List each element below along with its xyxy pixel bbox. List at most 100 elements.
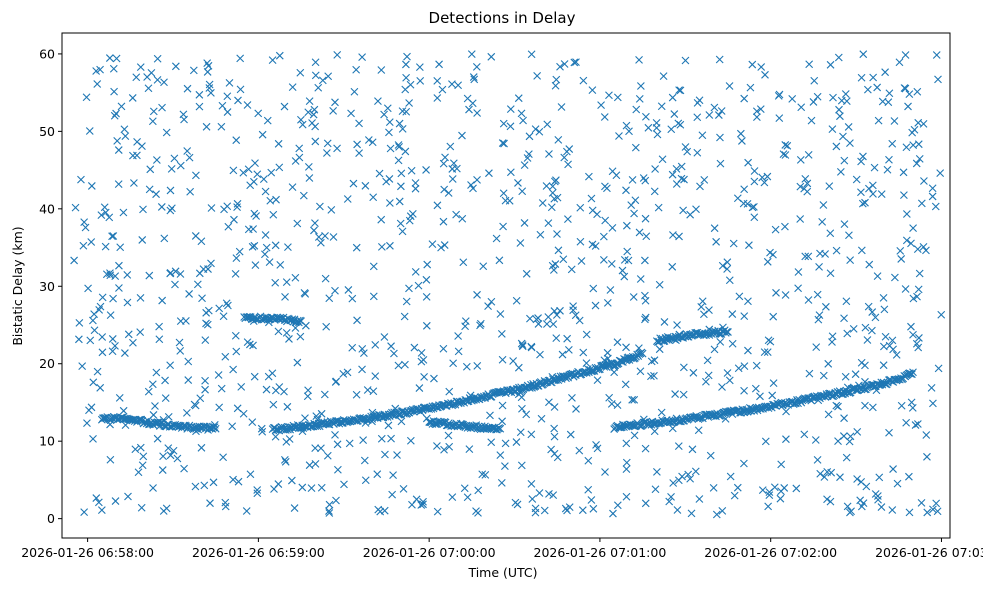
detection-point <box>137 503 146 512</box>
detection-point <box>582 330 591 339</box>
detection-point <box>846 256 855 264</box>
detection-point <box>395 142 403 151</box>
detection-point <box>914 118 923 127</box>
detection-point <box>245 340 254 349</box>
detection-point <box>128 94 137 102</box>
detection-point <box>85 127 94 135</box>
detection-point <box>196 394 205 403</box>
detection-point <box>467 50 476 59</box>
detection-point <box>870 163 879 172</box>
detection-point <box>815 263 823 271</box>
detection-point <box>232 136 241 145</box>
detection-point <box>865 184 873 193</box>
detection-point <box>371 372 380 380</box>
detection-point <box>821 250 830 258</box>
detection-point <box>557 103 566 111</box>
detection-point <box>233 404 242 413</box>
detection-point <box>96 65 104 74</box>
detection-point <box>159 452 167 461</box>
detection-point <box>79 241 88 250</box>
detection-point <box>527 50 536 59</box>
y-tick-label: 10 <box>39 434 55 449</box>
detection-point <box>433 94 442 102</box>
detection-point <box>152 156 161 164</box>
detection-point <box>158 103 166 112</box>
detection-point <box>293 358 302 367</box>
detection-point <box>499 119 508 128</box>
detection-point <box>888 139 897 148</box>
detection-point <box>694 426 703 435</box>
detection-point <box>253 486 262 494</box>
detection-point <box>700 176 709 184</box>
detection-point <box>411 267 420 276</box>
detection-point <box>836 167 845 176</box>
detection-point <box>788 95 797 103</box>
detection-point <box>438 85 447 94</box>
detection-point <box>623 247 632 256</box>
detection-point <box>698 297 707 306</box>
detection-point <box>934 364 943 373</box>
detection-point <box>919 243 928 251</box>
detection-point <box>106 311 115 320</box>
detection-point <box>97 211 106 219</box>
detection-point <box>105 213 114 222</box>
detection-point <box>635 94 644 103</box>
detection-point <box>832 142 841 151</box>
detection-point <box>415 384 424 392</box>
detection-point <box>201 336 210 344</box>
detection-point <box>639 174 648 182</box>
detection-point <box>179 110 188 119</box>
detection-point <box>449 159 458 168</box>
detection-point <box>933 507 942 516</box>
detection-point <box>695 495 704 503</box>
detection-point <box>184 357 193 366</box>
detection-point <box>253 170 262 179</box>
detection-point <box>175 338 184 347</box>
detection-point <box>420 372 428 381</box>
detection-point <box>552 334 561 342</box>
detection-point <box>93 367 102 376</box>
detection-point <box>668 424 677 433</box>
detection-point <box>361 476 370 485</box>
detection-point <box>564 345 573 354</box>
detection-point <box>858 199 867 208</box>
detection-point <box>511 498 520 507</box>
detection-point <box>522 410 531 419</box>
detection-point <box>340 480 348 489</box>
detection-point <box>622 492 631 501</box>
detection-point <box>579 348 588 357</box>
detection-point <box>506 105 515 114</box>
detection-point <box>622 465 631 473</box>
detection-point <box>843 502 852 511</box>
detection-point <box>542 182 551 190</box>
detection-point <box>877 503 886 511</box>
detection-point <box>674 119 683 128</box>
track-detection-point <box>638 349 647 358</box>
detection-point <box>190 400 199 409</box>
detection-point <box>166 361 175 370</box>
detection-point <box>299 191 308 200</box>
detection-point <box>914 285 923 294</box>
detection-point <box>769 312 778 321</box>
detection-point <box>699 310 708 319</box>
track-detection-point <box>284 425 292 434</box>
detection-point <box>679 363 688 372</box>
detection-point <box>565 503 574 512</box>
detection-point <box>744 346 752 355</box>
y-tick-label: 30 <box>39 279 55 294</box>
detection-point <box>164 413 173 421</box>
detection-point <box>217 122 226 131</box>
detection-point <box>487 52 496 61</box>
detection-point <box>355 149 363 157</box>
detection-point <box>736 129 745 138</box>
detection-point <box>760 178 769 187</box>
detection-point <box>274 139 283 148</box>
detection-point <box>853 427 862 436</box>
detection-point <box>728 339 737 348</box>
detection-point <box>605 393 614 402</box>
detection-point <box>774 92 783 100</box>
detection-point <box>544 219 553 228</box>
detection-point <box>781 151 790 159</box>
detection-point <box>204 61 213 70</box>
